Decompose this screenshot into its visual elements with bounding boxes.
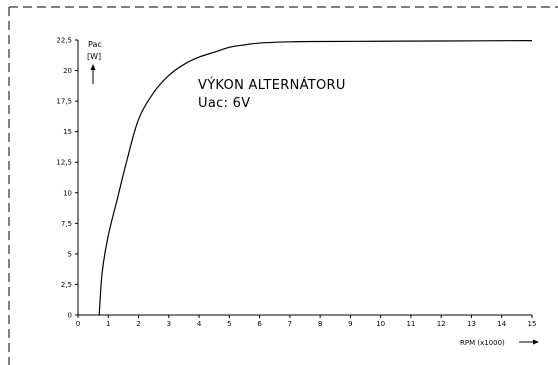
- right-arrow-icon: [519, 339, 539, 345]
- x-tick-label: 9: [348, 320, 352, 328]
- x-axis-label: RPM (x1000): [460, 339, 505, 347]
- x-tick-label: 4: [197, 320, 202, 328]
- x-tick-label: 1: [106, 320, 110, 328]
- x-tick-label: 13: [467, 320, 476, 328]
- x-tick-label: 5: [227, 320, 231, 328]
- x-tick-label: 2: [136, 320, 140, 328]
- y-tick-label: 12,5: [56, 159, 72, 167]
- x-tick-label: 3: [167, 320, 171, 328]
- annotation-voltage: Uac: 6V: [198, 96, 250, 111]
- x-tick-label: 10: [376, 320, 385, 328]
- x-tick-label: 6: [257, 320, 262, 328]
- y-ticks: 0 2,5 5 7,5 10 12,5 15 17,5 20 22,5: [56, 37, 78, 320]
- x-tick-label: 14: [497, 320, 506, 328]
- series-line: [98, 40, 533, 316]
- y-axis-unit: [W]: [87, 52, 101, 61]
- y-tick-label: 22,5: [56, 37, 72, 45]
- y-tick-label: 10: [63, 189, 72, 197]
- annotation-title: VÝKON ALTERNÁTORU: [198, 77, 346, 93]
- y-tick-label: 15: [63, 128, 72, 136]
- x-tick-label: 12: [437, 320, 446, 328]
- x-tick-label: 11: [406, 320, 415, 328]
- y-tick-label: 0: [68, 312, 72, 320]
- x-tick-label: 8: [318, 320, 322, 328]
- y-axis-label: Pac: [88, 40, 102, 49]
- up-arrow-icon: [90, 64, 96, 84]
- x-tick-label: 0: [76, 320, 80, 328]
- x-ticks: 0 1 2 3 4 5 6 7 8 9 10 11 12 13 14 15: [76, 315, 537, 328]
- x-tick-label: 15: [528, 320, 537, 328]
- y-tick-label: 5: [68, 250, 72, 258]
- y-tick-label: 2,5: [61, 281, 72, 289]
- y-tick-label: 20: [63, 67, 72, 75]
- x-tick-label: 7: [288, 320, 292, 328]
- y-tick-label: 17,5: [56, 98, 72, 106]
- y-tick-label: 7,5: [61, 220, 72, 228]
